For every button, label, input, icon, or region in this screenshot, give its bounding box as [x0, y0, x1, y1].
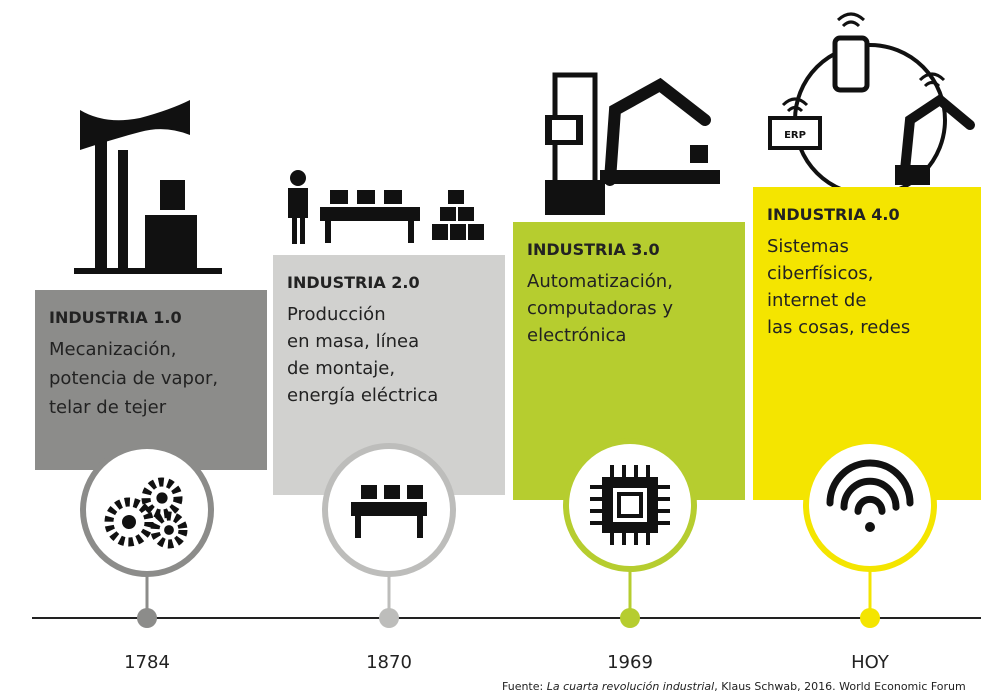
- pin: [646, 465, 650, 477]
- column-text: Mecanización,: [49, 339, 176, 360]
- assembly-line-icon: [288, 170, 484, 244]
- column-text: potencia de vapor,: [49, 368, 218, 389]
- leg: [417, 516, 423, 538]
- pin: [658, 521, 670, 525]
- pin: [610, 533, 614, 545]
- pin: [658, 509, 670, 513]
- pin: [634, 465, 638, 477]
- steam-engine-icon: [74, 100, 222, 274]
- column-text: internet de: [767, 290, 866, 311]
- pin: [590, 521, 602, 525]
- column-text: en masa, línea: [287, 331, 419, 352]
- pin: [590, 485, 602, 489]
- box: [384, 485, 400, 499]
- source: Fuente: La cuarta revolución industrial,…: [502, 680, 966, 693]
- column-title: INDUSTRIA 1.0: [49, 308, 182, 327]
- pin: [590, 497, 602, 501]
- timeline-dot: [620, 608, 640, 628]
- pin: [658, 497, 670, 501]
- erp-label: ERP: [784, 130, 806, 141]
- iot-icon: ERP: [770, 14, 970, 195]
- source-prefix: Fuente:: [502, 680, 547, 693]
- column-text: electrónica: [527, 325, 626, 346]
- year: HOY: [851, 652, 890, 673]
- column-text: ciberfísicos,: [767, 263, 874, 284]
- column-text: de montaje,: [287, 358, 395, 379]
- column-text: Producción: [287, 304, 386, 325]
- belt: [351, 502, 427, 516]
- pin: [634, 533, 638, 545]
- page: {"columns": [ {"title": "INDUSTRIA 1.0",…: [0, 0, 981, 697]
- column-text: Automatización,: [527, 271, 673, 292]
- year: 1784: [124, 652, 170, 673]
- pin: [590, 509, 602, 513]
- year: 1969: [607, 652, 653, 673]
- timeline-dot: [137, 608, 157, 628]
- pin: [658, 485, 670, 489]
- infographic: ERP INDUSTRIA 1.0 Mecanización, potencia d…: [0, 0, 981, 697]
- column-title: INDUSTRIA 2.0: [287, 273, 420, 292]
- year: 1870: [366, 652, 412, 673]
- column-title: INDUSTRIA 4.0: [767, 205, 900, 224]
- box: [407, 485, 423, 499]
- column-title: INDUSTRIA 3.0: [527, 240, 660, 259]
- leg: [355, 516, 361, 538]
- timeline-dot: [860, 608, 880, 628]
- pin: [622, 533, 626, 545]
- column-text: las cosas, redes: [767, 317, 910, 338]
- source-title: La cuarta revolución industrial: [547, 680, 714, 693]
- timeline-dot: [379, 608, 399, 628]
- pin: [610, 465, 614, 477]
- icon: [590, 465, 670, 545]
- gear-hub: [156, 492, 167, 503]
- gear-hub: [164, 525, 174, 535]
- pin: [622, 465, 626, 477]
- column-text: computadoras y: [527, 298, 673, 319]
- source-suffix: , Klaus Schwab, 2016. World Economic For…: [714, 680, 966, 693]
- box: [361, 485, 377, 499]
- pin: [646, 533, 650, 545]
- gear-hub: [122, 515, 136, 529]
- automation-icon: [545, 75, 720, 215]
- column-text: telar de tejer: [49, 397, 167, 418]
- column-text: Sistemas: [767, 236, 849, 257]
- column-text: energía eléctrica: [287, 385, 438, 406]
- wifi-dot: [865, 522, 875, 532]
